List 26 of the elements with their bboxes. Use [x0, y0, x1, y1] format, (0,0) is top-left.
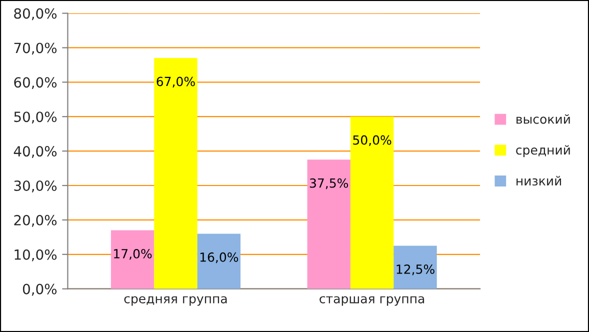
y-tick-label: 80,0% — [14, 8, 57, 20]
data-label: 17,0% — [114, 248, 152, 260]
legend-label: высокий — [516, 114, 570, 124]
y-tick-label: 20,0% — [14, 214, 57, 227]
bar — [197, 234, 241, 289]
y-tick-label: 70,0% — [14, 42, 57, 55]
y-tick-label: 40,0% — [14, 146, 57, 158]
data-label: 16,0% — [200, 252, 238, 264]
y-tick-label: 30,0% — [14, 180, 57, 192]
x-tick-label: средняя группа — [124, 296, 227, 306]
data-label: 67,0% — [156, 76, 195, 88]
y-tick-label: 10,0% — [14, 249, 57, 262]
y-tick-label: 0,0% — [22, 284, 57, 296]
bar — [394, 246, 437, 289]
data-label: 12,5% — [396, 264, 434, 276]
y-tick-label: 50,0% — [14, 112, 57, 124]
data-label: 37,5% — [310, 178, 348, 190]
bar — [154, 58, 198, 289]
data-label: 50,0% — [353, 135, 392, 146]
legend-label: средний — [516, 145, 570, 158]
bar — [110, 230, 154, 289]
bar — [350, 116, 394, 289]
y-tick-label: 60,0% — [14, 77, 57, 90]
legend-label: низкий — [516, 176, 562, 186]
x-tick-label: старшая группа — [320, 296, 424, 306]
bar — [307, 160, 350, 289]
